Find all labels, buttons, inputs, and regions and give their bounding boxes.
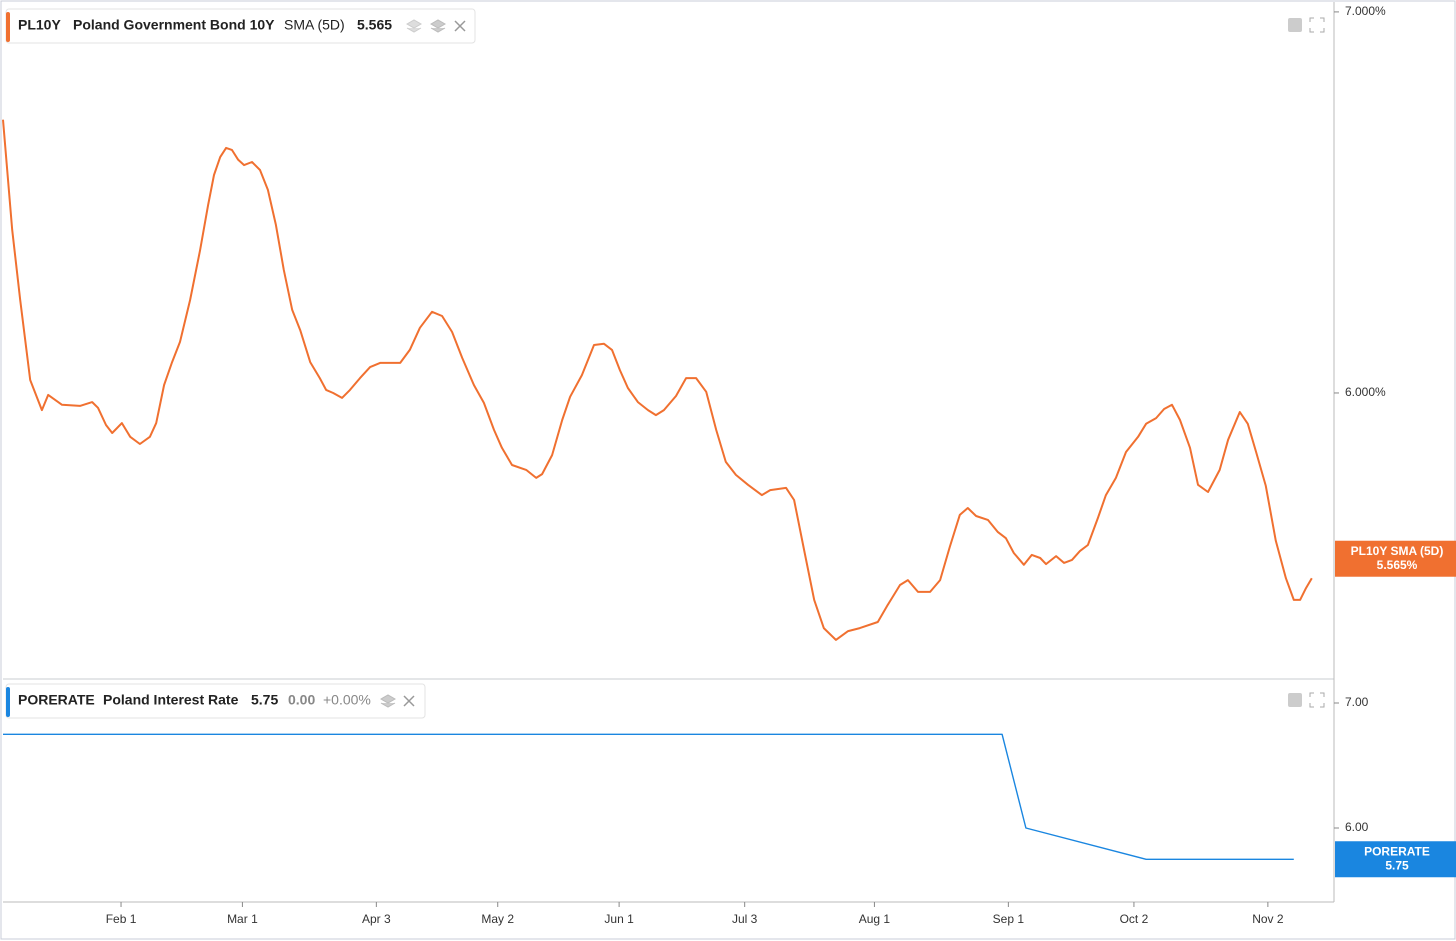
- layer-icon[interactable]: [405, 19, 423, 33]
- header-top: PL10Y Poland Government Bond 10Y SMA (5D…: [5, 8, 1325, 44]
- series-swatch: [6, 687, 10, 717]
- x-tick-label: Nov 2: [1252, 912, 1284, 926]
- y-tick-label: 7.000%: [1345, 4, 1386, 18]
- title: Poland Government Bond 10Y: [73, 17, 275, 33]
- move-icon[interactable]: [1288, 18, 1302, 32]
- indicator: SMA (5D): [284, 17, 345, 33]
- last-value: 5.565: [357, 17, 392, 33]
- symbol: PL10Y: [18, 17, 61, 33]
- y-tick-label: 6.00: [1345, 820, 1369, 834]
- x-tick-label: Aug 1: [859, 912, 891, 926]
- x-tick-label: Apr 3: [362, 912, 391, 926]
- move-icon[interactable]: [1288, 693, 1302, 707]
- layer-icon[interactable]: [379, 694, 397, 708]
- last-value-badge: [1335, 841, 1456, 878]
- symbol: PORERATE: [18, 692, 95, 708]
- x-tick-label: Jun 1: [604, 912, 634, 926]
- close-icon[interactable]: [403, 695, 415, 707]
- badge-value: 5.565%: [1377, 558, 1418, 572]
- badge-name: PL10Y SMA (5D): [1351, 544, 1444, 558]
- badge-value: 5.75: [1385, 858, 1409, 872]
- last-value: 5.75: [251, 692, 278, 708]
- y-tick-label: 7.00: [1345, 695, 1369, 709]
- last-value-badge: [1335, 540, 1456, 577]
- x-tick-label: Jul 3: [732, 912, 758, 926]
- layer-icon[interactable]: [429, 19, 447, 33]
- series-swatch: [6, 12, 10, 42]
- series-line: [3, 733, 1294, 860]
- change-pct: +0.00%: [323, 692, 371, 708]
- series-line: [2, 119, 1313, 641]
- badge-name: PORERATE: [1364, 844, 1430, 858]
- y-tick-label: 6.000%: [1345, 385, 1386, 399]
- expand-icon[interactable]: [1309, 17, 1325, 33]
- change: 0.00: [288, 692, 315, 708]
- title: Poland Interest Rate: [103, 692, 239, 708]
- expand-icon[interactable]: [1309, 692, 1325, 708]
- x-tick-label: Mar 1: [227, 912, 258, 926]
- x-tick-label: May 2: [481, 912, 514, 926]
- x-tick-label: Sep 1: [993, 912, 1025, 926]
- close-icon[interactable]: [454, 20, 466, 32]
- header-bottom: PORERATE Poland Interest Rate 5.75 0.00 …: [5, 683, 1325, 719]
- x-tick-label: Oct 2: [1120, 912, 1149, 926]
- x-tick-label: Feb 1: [106, 912, 137, 926]
